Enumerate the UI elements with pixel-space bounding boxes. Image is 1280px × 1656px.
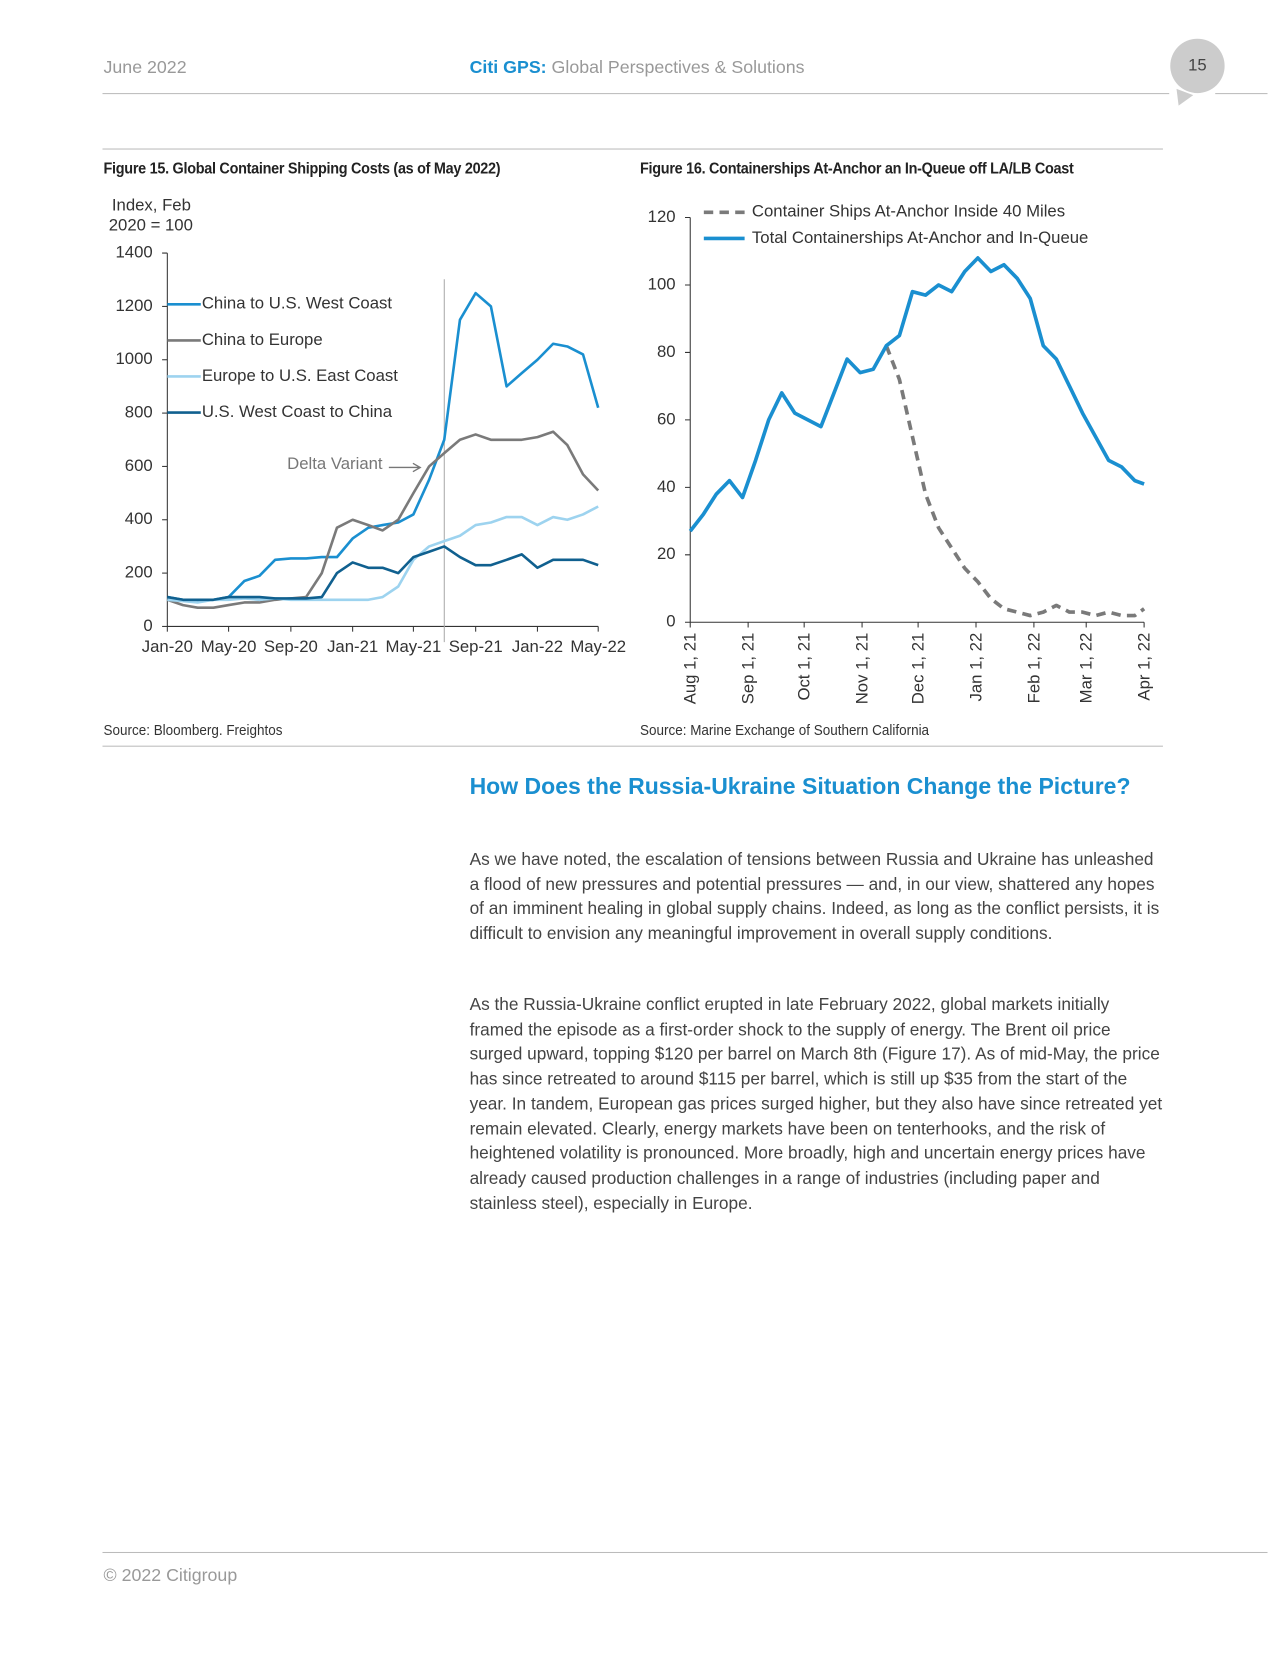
x-tick-label: Oct 1, 21 [795,633,814,701]
y-tick-label: 0 [666,612,675,631]
x-tick-label: Sep 1, 21 [739,633,758,705]
x-tick-label: Feb 1, 22 [1024,633,1043,704]
legend-label: China to Europe [202,330,323,349]
series-line [167,545,599,602]
figure-source: Source: Marine Exchange of Southern Cali… [640,721,930,739]
y-tick-label: 120 [648,207,676,226]
y-tick-label: 1000 [115,349,152,368]
x-tick-label: Jan-20 [142,637,193,656]
x-tick-label: Nov 1, 21 [853,633,872,705]
figure-title: Figure 16. Containerships At-Anchor an I… [640,160,1074,178]
article-heading: How Does the Russia-Ukraine Situation Ch… [469,772,1131,799]
y-tick-label: 100 [648,274,676,293]
y-tick-label: 1200 [115,296,152,315]
series-line [166,430,600,610]
figure-source: Source: Bloomberg. Freightos [103,721,283,739]
x-tick-label: May-22 [570,637,626,656]
x-tick-label: Dec 1, 21 [909,633,928,705]
legend-label: Container Ships At-Anchor Inside 40 Mile… [752,202,1065,221]
badge [1170,38,1225,94]
badge-tail [1176,88,1194,106]
x-tick-label: Apr 1, 22 [1135,633,1154,701]
header-date: June 2022 [103,57,187,78]
y-tick-label: 40 [657,477,676,496]
series-line [167,291,600,603]
y-tick-label: 60 [657,409,676,428]
header-rule [1215,93,1268,95]
x-tick-label: May-20 [201,637,257,656]
series-line [167,505,599,604]
header-rule [102,93,1170,95]
paragraph: As the Russia-Ukraine conflict erupted i… [469,995,1163,1213]
chart: 0 20 40 60 80 100 120 Aug 1, 21 Sep 1, 21 Oct 1, … [648,202,1154,705]
y-tick-label: 600 [125,456,153,475]
y-tick-label: 20 [657,544,676,563]
y-tick-label: 1400 [115,243,152,262]
y-tick-label: 0 [143,616,152,635]
y-tick-label: 800 [125,403,153,422]
x-tick-label: May-21 [386,637,442,656]
x-tick-label: Sep-21 [449,637,503,656]
figure-title: Figure 15. Global Container Shipping Cos… [103,160,501,178]
x-tick-label: Jan-21 [327,637,378,656]
header-brand: Citi GPS: Global Perspectives & Solution… [470,58,805,79]
brand-subtitle: Global Perspectives & Solutions [551,57,805,78]
x-tick-label: Sep-20 [264,637,318,656]
annotation: Delta Variant [287,454,383,473]
brand: Citi GPS: [469,57,547,78]
legend-label: Europe to U.S. East Coast [202,366,398,385]
page-badge: 15 [1170,38,1225,106]
series-line [884,345,1146,618]
footer-rule [102,1551,1268,1554]
footer-copyright: © 2022 Citigroup [103,1565,238,1586]
legend-label: Total Containerships At-Anchor and In-Qu… [752,228,1088,247]
y-axis-label: 2020 = 100 [109,215,193,234]
chart: 0 200 400 600 800 1000 1200 1400 Jan-20 May-20 Sep… [109,195,626,656]
x-tick-label: Mar 1, 22 [1077,633,1096,704]
x-tick-label: Jan 1, 22 [966,633,985,702]
paragraph: As we have noted, the escalation of tens… [469,850,1160,944]
y-axis-label: Index, Feb [112,195,191,214]
page-number: 15 [1188,55,1207,74]
y-tick-label: 400 [125,509,153,528]
rule [102,745,1163,747]
x-tick-label: Jan-22 [512,637,563,656]
y-tick-label: 80 [657,342,676,361]
y-tick-label: 200 [125,563,153,582]
x-tick-label: Aug 1, 21 [681,633,700,705]
rule [102,148,1163,150]
series-line [688,256,1145,533]
legend-label: China to U.S. West Coast [202,294,393,313]
legend-label: U.S. West Coast to China [202,402,393,421]
annotation-arrow [388,462,422,473]
